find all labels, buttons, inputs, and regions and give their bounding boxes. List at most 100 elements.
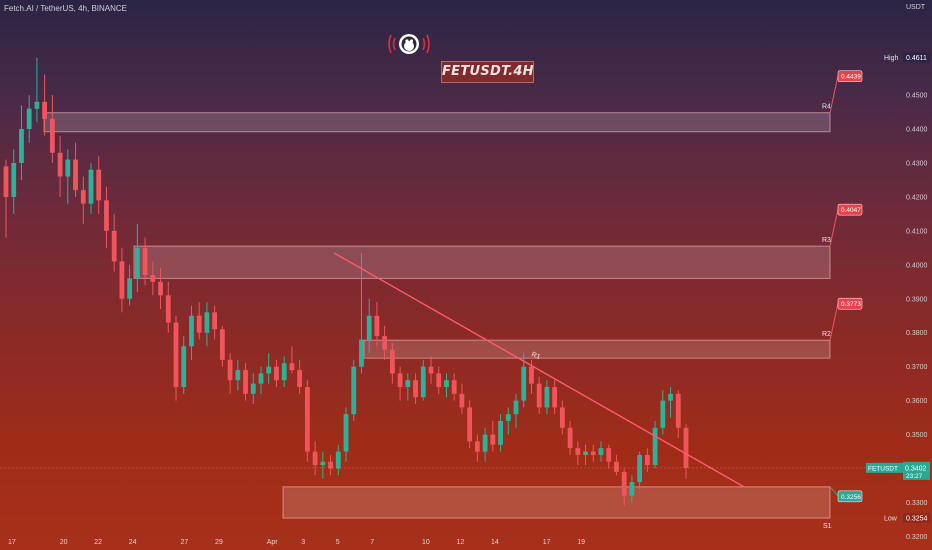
x-tick-label: 14 (491, 539, 499, 546)
zone-tag-connector (829, 486, 839, 497)
last-symbol-bg (866, 462, 903, 473)
candle-body (451, 380, 457, 394)
candle (413, 373, 418, 405)
candle-body (96, 169, 102, 201)
candle (335, 444, 341, 476)
candle-body (304, 387, 310, 452)
candle (11, 149, 17, 214)
candle-body (3, 166, 9, 197)
y-tick-label: 0.3500 (906, 432, 928, 439)
candle (34, 57, 40, 123)
candle-body (173, 322, 179, 388)
candle-body (675, 393, 681, 428)
candle (637, 451, 643, 489)
candle-body (281, 363, 287, 381)
candle (104, 186, 109, 248)
candle (73, 142, 78, 197)
low-value: 0.3254 (906, 516, 928, 523)
candle-body (552, 387, 558, 408)
y-tick-label: 0.3600 (906, 398, 928, 405)
candle (451, 373, 457, 401)
candle (142, 237, 148, 286)
candle (320, 451, 326, 479)
candle (281, 356, 287, 388)
candle (436, 366, 442, 394)
candle-body (11, 162, 17, 197)
y-tick-label: 0.3200 (906, 534, 928, 541)
candle (621, 468, 627, 506)
candle (3, 159, 9, 238)
watermark-title: FETUSDT.4H (441, 61, 534, 83)
candle (498, 414, 503, 452)
candle (359, 252, 364, 374)
last-symbol: FETUSDT (868, 465, 898, 472)
candle-body (26, 108, 32, 130)
candle-body (274, 366, 279, 381)
candle-body (366, 315, 372, 340)
candle-body (459, 393, 465, 408)
high-value: 0.4611 (906, 55, 927, 62)
candle-body (165, 295, 171, 323)
high-value-bg (903, 52, 930, 63)
candle-body (351, 366, 357, 415)
candle (150, 261, 156, 296)
candle (42, 74, 48, 136)
candle (351, 359, 357, 421)
candle (266, 353, 272, 384)
y-tick-label: 0.4500 (906, 93, 928, 100)
x-tick-label: 20 (60, 539, 68, 546)
x-tick-label: 27 (181, 539, 189, 546)
candle-body (614, 461, 619, 472)
candle-body (104, 200, 109, 231)
candle (328, 454, 333, 476)
candle-body (420, 366, 426, 398)
candle (235, 359, 241, 391)
candle-body (474, 441, 480, 452)
x-tick-label: 22 (94, 539, 102, 546)
candle-body (34, 101, 40, 109)
candle-body (544, 387, 550, 408)
candle (675, 390, 681, 438)
x-tick-label: 17 (8, 539, 16, 546)
y-tick-label: 0.3800 (906, 330, 928, 337)
zone-tag-value: 0.3256 (841, 494, 861, 501)
candle-body (644, 454, 650, 466)
candle-body (289, 363, 295, 371)
candle (258, 366, 264, 394)
y-tick-label: 0.3300 (906, 500, 928, 507)
candle-body (621, 471, 627, 496)
candle (243, 363, 248, 401)
candle (444, 373, 449, 398)
candle-body (668, 393, 673, 401)
candle-body (513, 400, 519, 415)
candle (482, 427, 488, 462)
candle-body (606, 448, 612, 462)
high-label: High (884, 55, 899, 62)
candle-body (598, 448, 604, 455)
y-tick-label: 0.4100 (906, 228, 928, 235)
x-tick-label: Apr (267, 539, 279, 546)
x-tick-label: 5 (336, 539, 340, 546)
candle (119, 247, 125, 313)
zone-r4 (43, 112, 831, 133)
x-tick-label: 10 (422, 539, 430, 546)
candle (212, 305, 218, 340)
candle-body (320, 461, 326, 466)
candle (575, 441, 581, 466)
candle-body (111, 230, 117, 262)
candle (544, 380, 550, 415)
candle (312, 441, 318, 476)
candle-body (444, 380, 449, 388)
candle (428, 356, 434, 384)
candle-body (219, 329, 225, 360)
x-tick-label: 7 (370, 539, 374, 546)
zone-tag-connector (829, 303, 839, 341)
candle-body (382, 336, 388, 350)
candle-body (158, 281, 163, 296)
candle-body (127, 278, 133, 299)
candle (374, 302, 380, 347)
zone-tag-s1 (837, 490, 863, 503)
zone-r3 (133, 245, 831, 279)
